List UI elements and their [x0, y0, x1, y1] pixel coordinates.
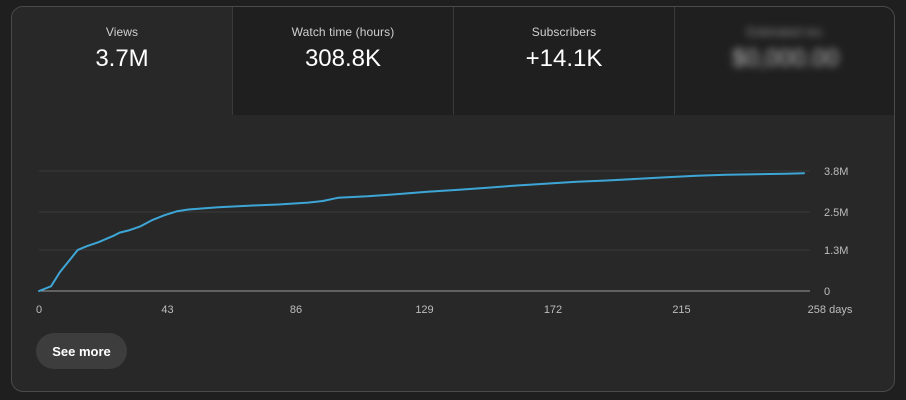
see-more-button[interactable]: See more — [36, 333, 127, 369]
tab-views-label: Views — [105, 25, 139, 39]
y-tick-label: 2.5M — [824, 207, 848, 219]
x-tick-label: 258 days — [808, 304, 853, 316]
tab-views-value: 3.7M — [95, 45, 149, 72]
x-tick-label: 172 — [544, 304, 562, 316]
tab-watch-time[interactable]: Watch time (hours) 308.8K — [233, 7, 454, 115]
x-tick-label: 215 — [672, 304, 690, 316]
views-line-chart: 0 1.3M 2.5M 3.8M 0 43 86 129 172 215 258 days — [36, 166, 853, 316]
tab-revenue[interactable]: Estimated rev. $0,000.00 — [675, 7, 894, 115]
analytics-card: Views 3.7M Watch time (hours) 308.8K Sub… — [11, 6, 895, 392]
tab-revenue-value: $0,000.00 — [732, 45, 839, 72]
metric-tabs: Views 3.7M Watch time (hours) 308.8K Sub… — [12, 7, 894, 115]
x-tick-label: 43 — [161, 304, 173, 316]
tab-watch-time-label: Watch time (hours) — [291, 25, 395, 39]
y-tick-label: 1.3M — [824, 245, 848, 257]
tab-revenue-label: Estimated rev. — [746, 25, 825, 39]
views-series-line — [38, 172, 805, 292]
x-tick-label: 86 — [290, 304, 302, 316]
y-tick-label: 0 — [824, 286, 830, 298]
tab-subscribers[interactable]: Subscribers +14.1K — [454, 7, 675, 115]
tab-watch-time-value: 308.8K — [304, 45, 382, 72]
tab-subscribers-value: +14.1K — [525, 45, 603, 72]
y-tick-label: 3.8M — [824, 166, 848, 178]
tab-views[interactable]: Views 3.7M — [12, 7, 233, 115]
tab-subscribers-label: Subscribers — [531, 25, 597, 39]
x-tick-label: 129 — [415, 304, 433, 316]
x-tick-label: 0 — [36, 304, 42, 316]
